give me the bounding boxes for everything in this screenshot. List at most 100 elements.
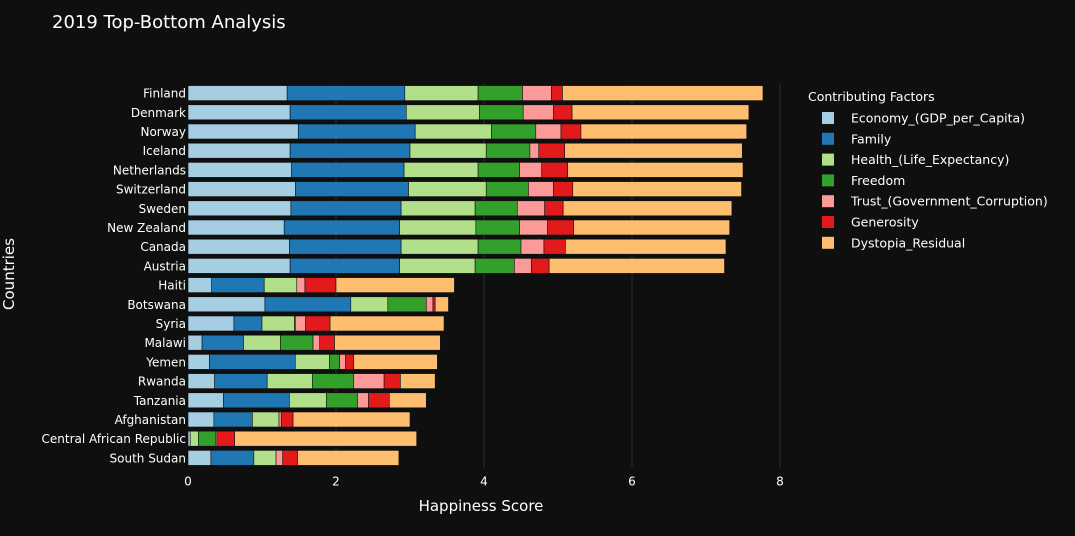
bar-segment[interactable] [280, 411, 294, 428]
bar-segment[interactable] [528, 181, 554, 197]
bar-segment[interactable] [475, 219, 520, 236]
bar-segment[interactable] [216, 430, 235, 447]
bar-segment[interactable] [289, 392, 327, 409]
bar-segment[interactable] [399, 258, 476, 274]
legend-entry[interactable]: Health_(Life_Expectancy) [851, 152, 1009, 167]
bar-segment[interactable] [261, 315, 295, 332]
bar-segment[interactable] [400, 373, 436, 389]
bar-segment[interactable] [198, 430, 216, 447]
legend-swatch[interactable] [822, 236, 834, 249]
bar-segment[interactable] [565, 238, 727, 255]
bar-segment[interactable] [353, 354, 438, 370]
bar-segment[interactable] [388, 392, 427, 409]
bar-segment[interactable] [297, 123, 416, 140]
legend-entry[interactable]: Family [851, 131, 892, 146]
bar-segment[interactable] [547, 219, 574, 236]
bar-segment[interactable] [541, 162, 568, 178]
bar-segment[interactable] [329, 315, 445, 332]
bar-segment[interactable] [403, 162, 479, 178]
bar-segment[interactable] [368, 392, 390, 409]
bar-segment[interactable] [187, 123, 299, 140]
bar-segment[interactable] [266, 373, 313, 389]
bar-segment[interactable] [514, 258, 532, 274]
bar-segment[interactable] [491, 123, 537, 140]
bar-segment[interactable] [567, 162, 744, 178]
bar-segment[interactable] [187, 411, 215, 428]
bar-segment[interactable] [477, 238, 522, 255]
bar-segment[interactable] [290, 200, 402, 217]
bar-segment[interactable] [304, 277, 337, 293]
bar-segment[interactable] [211, 277, 265, 293]
bar-segment[interactable] [201, 334, 244, 351]
bar-segment[interactable] [405, 104, 480, 121]
legend-entry[interactable]: Trust_(Government_Corruption) [850, 194, 1048, 209]
bar-segment[interactable] [187, 430, 191, 447]
bar-segment[interactable] [253, 450, 277, 466]
bar-segment[interactable] [531, 258, 550, 274]
bar-segment[interactable] [425, 296, 434, 313]
bar-segment[interactable] [187, 296, 266, 313]
bar-segment[interactable] [214, 373, 268, 389]
bar-segment[interactable] [286, 85, 406, 101]
bar-segment[interactable] [187, 392, 224, 409]
bar-segment[interactable] [292, 411, 411, 428]
bar-segment[interactable] [234, 430, 417, 447]
bar-segment[interactable] [522, 85, 552, 101]
bar-segment[interactable] [187, 334, 203, 351]
bar-segment[interactable] [187, 277, 212, 293]
bar-segment[interactable] [485, 181, 529, 197]
bar-segment[interactable] [319, 334, 335, 351]
bar-segment[interactable] [474, 258, 515, 274]
bar-segment[interactable] [399, 219, 477, 236]
bar-segment[interactable] [291, 162, 405, 178]
bar-segment[interactable] [409, 142, 487, 159]
bar-segment[interactable] [187, 315, 235, 332]
bar-segment[interactable] [334, 334, 441, 351]
bar-segment[interactable] [275, 450, 284, 466]
bar-segment[interactable] [544, 200, 564, 217]
bar-segment[interactable] [278, 411, 282, 428]
bar-segment[interactable] [543, 238, 566, 255]
bar-segment[interactable] [400, 238, 479, 255]
bar-segment[interactable] [414, 123, 492, 140]
legend-swatch[interactable] [822, 195, 834, 208]
bar-segment[interactable] [189, 430, 199, 447]
bar-segment[interactable] [400, 200, 476, 217]
bar-segment[interactable] [553, 104, 573, 121]
bar-segment[interactable] [187, 373, 215, 389]
bar-segment[interactable] [312, 373, 355, 389]
bar-segment[interactable] [263, 277, 298, 293]
bar-segment[interactable] [519, 219, 548, 236]
bar-segment[interactable] [573, 219, 730, 236]
bar-segment[interactable] [289, 104, 407, 121]
bar-segment[interactable] [548, 258, 725, 274]
bar-segment[interactable] [474, 200, 518, 217]
bar-segment[interactable] [187, 85, 288, 101]
bar-segment[interactable] [353, 373, 385, 389]
bar-segment[interactable] [187, 104, 291, 121]
bar-segment[interactable] [387, 296, 427, 313]
bar-segment[interactable] [187, 219, 285, 236]
bar-segment[interactable] [312, 334, 321, 351]
bar-segment[interactable] [339, 354, 346, 370]
bar-segment[interactable] [187, 200, 292, 217]
legend-swatch[interactable] [822, 153, 834, 166]
bar-segment[interactable] [560, 123, 582, 140]
bar-segment[interactable] [522, 104, 554, 121]
bar-segment[interactable] [529, 142, 540, 159]
bar-segment[interactable] [296, 277, 306, 293]
bar-segment[interactable] [252, 411, 280, 428]
bar-segment[interactable] [516, 200, 545, 217]
legend-swatch[interactable] [822, 132, 834, 145]
bar-segment[interactable] [383, 373, 401, 389]
bar-segment[interactable] [562, 85, 764, 101]
bar-segment[interactable] [187, 238, 290, 255]
bar-segment[interactable] [553, 181, 574, 197]
bar-segment[interactable] [243, 334, 281, 351]
bar-segment[interactable] [294, 181, 409, 197]
bar-segment[interactable] [477, 162, 520, 178]
bar-segment[interactable] [210, 450, 255, 466]
legend-swatch[interactable] [822, 112, 834, 124]
legend-entry[interactable]: Generosity [851, 215, 919, 230]
bar-segment[interactable] [564, 142, 743, 159]
